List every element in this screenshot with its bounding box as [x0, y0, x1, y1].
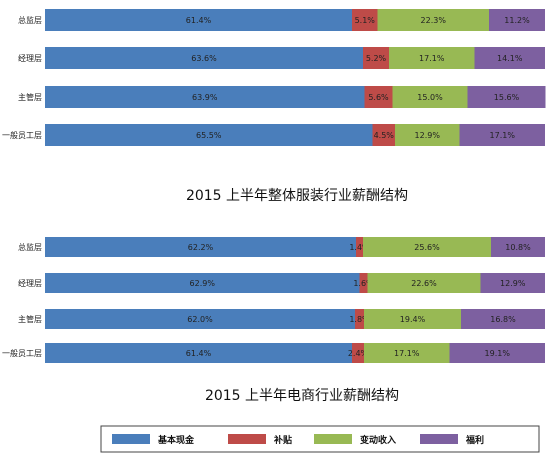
- apparel-bar-variable-income-0: [377, 9, 489, 31]
- legend-swatch-benefits: [420, 434, 458, 444]
- ecommerce-value-label-allowance-3: 2.4%: [348, 349, 369, 358]
- ecommerce-value-label-benefits-3: 19.1%: [485, 349, 511, 358]
- ecommerce-bar-allowance-0: [356, 237, 363, 257]
- apparel-bar-benefits-1: [474, 47, 545, 69]
- ecommerce-value-label-variable-income-1: 22.6%: [411, 279, 437, 288]
- apparel-value-label-variable-income-3: 12.9%: [415, 131, 441, 140]
- ecommerce-bar-benefits-0: [491, 237, 545, 257]
- ecommerce-category-label-2: 主管层: [18, 314, 42, 324]
- apparel-value-label-base-cash-1: 63.6%: [191, 54, 217, 63]
- apparel-category-label-2: 主管层: [18, 92, 42, 102]
- ecommerce-bar-allowance-3: [352, 343, 364, 363]
- apparel-bar-base-cash-0: [45, 9, 352, 31]
- legend-label-benefits: 福利: [465, 434, 484, 446]
- apparel-value-label-allowance-0: 5.1%: [355, 16, 376, 25]
- ecommerce-bar-benefits-3: [449, 343, 545, 363]
- apparel-bar-base-cash-2: [45, 86, 365, 108]
- legend-label-base-cash: 基本现金: [157, 434, 195, 446]
- ecommerce-value-label-base-cash-3: 61.4%: [186, 349, 212, 358]
- ecommerce-value-label-allowance-1: 1.6%: [353, 279, 374, 288]
- apparel-category-label-1: 经理层: [18, 53, 42, 63]
- ecommerce-value-label-benefits-1: 12.9%: [500, 279, 526, 288]
- legend-label-allowance: 补贴: [273, 434, 292, 446]
- apparel-value-label-benefits-0: 11.2%: [504, 16, 530, 25]
- apparel-value-label-variable-income-1: 17.1%: [419, 54, 445, 63]
- apparel-bar-allowance-3: [372, 124, 395, 146]
- ecommerce-bar-allowance-2: [355, 309, 364, 329]
- ecommerce-value-label-base-cash-2: 62.0%: [187, 315, 213, 324]
- apparel-value-label-allowance-1: 5.2%: [366, 54, 387, 63]
- apparel-bar-benefits-2: [467, 86, 546, 108]
- ecommerce-value-label-base-cash-0: 62.2%: [188, 243, 214, 252]
- ecommerce-value-label-variable-income-3: 17.1%: [394, 349, 420, 358]
- apparel-chart-title: 2015 上半年整体服装行业薪酬结构: [186, 188, 408, 204]
- legend: 基本现金 补贴 变动收入 福利: [100, 425, 540, 453]
- apparel-value-label-benefits-3: 17.1%: [490, 131, 516, 140]
- ecommerce-bar-benefits-2: [461, 309, 545, 329]
- ecommerce-bar-variable-income-3: [364, 343, 450, 363]
- ecommerce-industry-chart: 总监层 62.2% 1.4% 25.6% 10.8% 经理层 62.9% 1.6% 22.6% 1…: [2, 237, 545, 363]
- ecommerce-bar-variable-income-1: [367, 273, 481, 293]
- ecommerce-bar-variable-income-2: [364, 309, 461, 329]
- ecommerce-value-label-variable-income-0: 25.6%: [414, 243, 440, 252]
- legend-swatch-base-cash: [112, 434, 150, 444]
- ecommerce-category-label-0: 总监层: [18, 242, 42, 252]
- ecommerce-bar-base-cash-3: [45, 343, 352, 363]
- apparel-bar-variable-income-2: [392, 86, 468, 108]
- apparel-bar-allowance-1: [363, 47, 389, 69]
- apparel-bar-base-cash-1: [45, 47, 363, 69]
- apparel-bar-benefits-3: [459, 124, 545, 146]
- legend-swatch-allowance: [228, 434, 266, 444]
- ecommerce-bar-allowance-1: [359, 273, 368, 293]
- apparel-value-label-allowance-2: 5.6%: [368, 93, 389, 102]
- ecommerce-value-label-variable-income-2: 19.4%: [400, 315, 426, 324]
- apparel-value-label-base-cash-3: 65.5%: [196, 131, 222, 140]
- apparel-value-label-benefits-1: 14.1%: [497, 54, 523, 63]
- ecommerce-category-label-3: 一般员工层: [2, 348, 42, 358]
- apparel-bar-variable-income-1: [389, 47, 475, 69]
- apparel-value-label-variable-income-2: 15.0%: [417, 93, 443, 102]
- apparel-category-label-3: 一般员工层: [2, 130, 42, 140]
- apparel-value-label-base-cash-2: 63.9%: [192, 93, 218, 102]
- ecommerce-bar-base-cash-2: [45, 309, 355, 329]
- apparel-bar-variable-income-3: [395, 124, 460, 146]
- ecommerce-bar-base-cash-1: [45, 273, 360, 293]
- legend-label-variable-income: 变动收入: [360, 434, 396, 446]
- apparel-value-label-base-cash-0: 61.4%: [186, 16, 212, 25]
- apparel-industry-chart: 总监层 61.4% 5.1% 22.3% 11.2% 经理层 63.6% 5.2% 17.1% 1…: [2, 9, 546, 146]
- ecommerce-value-label-allowance-0: 1.4%: [349, 243, 370, 252]
- ecommerce-category-label-1: 经理层: [18, 278, 42, 288]
- apparel-bar-allowance-2: [364, 86, 393, 108]
- apparel-bar-allowance-0: [352, 9, 378, 31]
- apparel-bar-benefits-0: [489, 9, 545, 31]
- ecommerce-value-label-allowance-2: 1.8%: [349, 315, 370, 324]
- ecommerce-value-label-benefits-2: 16.8%: [490, 315, 516, 324]
- ecommerce-chart-title: 2015 上半年电商行业薪酬结构: [205, 388, 399, 404]
- ecommerce-value-label-benefits-0: 10.8%: [505, 243, 531, 252]
- apparel-bar-base-cash-3: [45, 124, 373, 146]
- ecommerce-value-label-base-cash-1: 62.9%: [190, 279, 216, 288]
- apparel-category-label-0: 总监层: [18, 15, 42, 25]
- ecommerce-bar-variable-income-0: [363, 237, 491, 257]
- apparel-value-label-allowance-3: 4.5%: [374, 131, 395, 140]
- apparel-value-label-benefits-2: 15.6%: [494, 93, 520, 102]
- apparel-value-label-variable-income-0: 22.3%: [421, 16, 447, 25]
- ecommerce-bar-base-cash-0: [45, 237, 356, 257]
- ecommerce-bar-benefits-1: [480, 273, 545, 293]
- legend-swatch-variable-income: [314, 434, 352, 444]
